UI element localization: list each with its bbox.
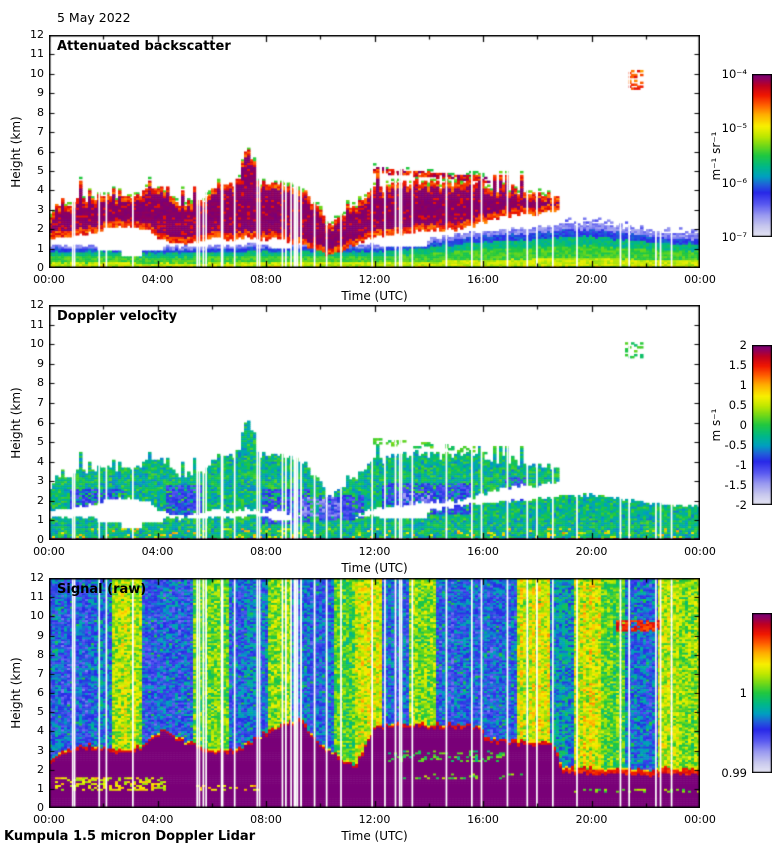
y-tick-label: 5 — [37, 163, 44, 177]
y-tick-label: 10 — [30, 609, 44, 623]
y-tick-label: 6 — [37, 415, 44, 429]
colorbar-tick-label: 2 — [739, 338, 747, 352]
x-tick-label: 20:00 — [575, 545, 608, 558]
signal-colorbar — [752, 613, 772, 773]
colorbar-tick-label: 1 — [739, 378, 747, 392]
y-tick-label: 4 — [37, 454, 44, 468]
colorbar-tick-label: 1.5 — [728, 358, 747, 372]
y-tick-label: 10 — [30, 66, 44, 80]
velocity-heatmap-canvas — [49, 305, 700, 540]
colorbar-tick-label: 0 — [739, 418, 747, 432]
y-axis-label: Height (km) — [9, 386, 23, 459]
colorbar-tick-label: 10⁻⁴ — [721, 67, 747, 81]
colorbar-tick-label: 1 — [739, 686, 747, 700]
y-tick-label: 3 — [37, 743, 44, 757]
footer-label: Kumpula 1.5 micron Doppler Lidar — [4, 829, 256, 844]
y-tick-label: 6 — [37, 144, 44, 158]
x-tick-label: 00:00 — [33, 273, 65, 286]
y-tick-label: 4 — [37, 183, 44, 197]
y-axis-label: Height (km) — [9, 657, 23, 729]
x-axis-label: Time (UTC) — [341, 561, 408, 575]
x-tick-label: 12:00 — [358, 813, 391, 826]
date-label: 5 May 2022 — [57, 10, 131, 25]
x-tick-label: 16:00 — [467, 545, 499, 558]
x-tick-label: 00:00 — [684, 545, 716, 558]
y-tick-label: 12 — [30, 571, 44, 584]
y-tick-label: 9 — [37, 628, 44, 642]
x-tick-label: 00:00 — [33, 545, 65, 558]
y-tick-label: 0 — [37, 533, 44, 546]
x-tick-label: 20:00 — [575, 813, 608, 826]
y-axis-label: Height (km) — [9, 115, 23, 188]
x-tick-label: 20:00 — [575, 273, 608, 286]
colorbar-tick-label: -2 — [735, 498, 747, 512]
velocity-colorbar — [752, 345, 772, 505]
x-tick-label: 12:00 — [358, 545, 391, 558]
colorbar-tick-label: 0.99 — [721, 766, 747, 780]
colorbar-units-label: m s⁻¹ — [709, 408, 723, 442]
x-tick-label: 08:00 — [250, 273, 282, 286]
x-axis-label: Time (UTC) — [341, 829, 408, 843]
colorbar-units-label: m⁻¹ sr⁻¹ — [709, 131, 723, 180]
x-tick-label: 08:00 — [250, 545, 282, 558]
colorbar-tick-label: -0.5 — [724, 438, 747, 452]
x-tick-label: 16:00 — [467, 813, 499, 826]
backscatter-heatmap-canvas — [49, 35, 700, 268]
y-tick-label: 4 — [37, 724, 44, 738]
colorbar-tick-label: 10⁻⁵ — [721, 121, 747, 136]
panel-title-velocity: Doppler velocity — [57, 309, 178, 324]
x-tick-label: 00:00 — [684, 273, 716, 286]
y-tick-label: 7 — [37, 395, 44, 409]
y-tick-label: 0 — [37, 261, 44, 274]
x-tick-label: 00:00 — [33, 813, 65, 826]
colorbar-tick-label: 10⁻⁷ — [721, 230, 747, 244]
panel-title-backscatter: Attenuated backscatter — [57, 39, 231, 54]
x-tick-label: 08:00 — [250, 813, 282, 826]
y-tick-label: 1 — [37, 781, 44, 795]
x-tick-label: 04:00 — [141, 545, 174, 558]
y-tick-label: 11 — [30, 590, 44, 604]
y-tick-label: 5 — [37, 705, 44, 719]
y-tick-label: 0 — [37, 801, 44, 814]
y-tick-label: 7 — [37, 666, 44, 680]
x-tick-label: 04:00 — [141, 273, 174, 286]
y-tick-label: 8 — [37, 647, 44, 661]
signal-heatmap-canvas — [49, 578, 700, 808]
y-tick-label: 11 — [30, 47, 44, 61]
y-tick-label: 8 — [37, 376, 44, 390]
colorbar-tick-label: 0.5 — [728, 398, 747, 412]
x-axis-label: Time (UTC) — [341, 289, 408, 303]
y-tick-label: 1 — [37, 513, 44, 527]
y-tick-label: 2 — [37, 222, 44, 236]
y-tick-label: 10 — [30, 337, 44, 351]
colorbar-tick-label: -1 — [735, 458, 747, 472]
colorbar-tick-label: -1.5 — [724, 478, 747, 492]
panel-title-signal: Signal (raw) — [57, 582, 147, 597]
x-tick-label: 12:00 — [358, 273, 391, 286]
x-tick-label: 00:00 — [684, 813, 716, 826]
x-tick-label: 16:00 — [467, 273, 499, 286]
y-tick-label: 12 — [30, 298, 44, 311]
y-tick-label: 9 — [37, 86, 44, 100]
y-tick-label: 3 — [37, 202, 44, 216]
y-tick-label: 2 — [37, 493, 44, 507]
y-tick-label: 12 — [30, 28, 44, 41]
y-tick-label: 5 — [37, 435, 44, 449]
y-tick-label: 1 — [37, 241, 44, 255]
y-tick-label: 3 — [37, 474, 44, 488]
y-tick-label: 7 — [37, 125, 44, 139]
y-tick-label: 11 — [30, 317, 44, 331]
x-tick-label: 04:00 — [141, 813, 174, 826]
y-tick-label: 8 — [37, 105, 44, 119]
y-tick-label: 6 — [37, 686, 44, 699]
y-tick-label: 9 — [37, 356, 44, 370]
backscatter-colorbar — [752, 74, 772, 237]
y-tick-label: 2 — [37, 762, 44, 776]
colorbar-tick-label: 10⁻⁶ — [721, 175, 747, 190]
